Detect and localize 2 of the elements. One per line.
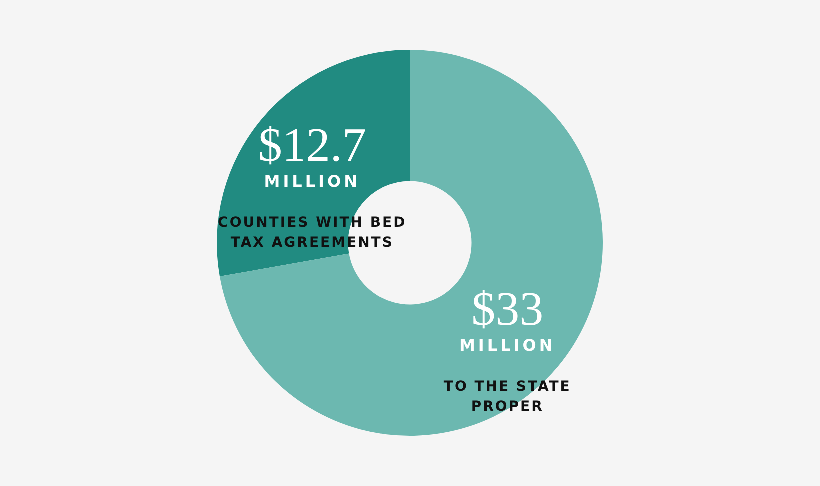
data-label: $12.7 MILLION: [258, 119, 366, 192]
data-label: $33 MILLION: [460, 282, 556, 355]
